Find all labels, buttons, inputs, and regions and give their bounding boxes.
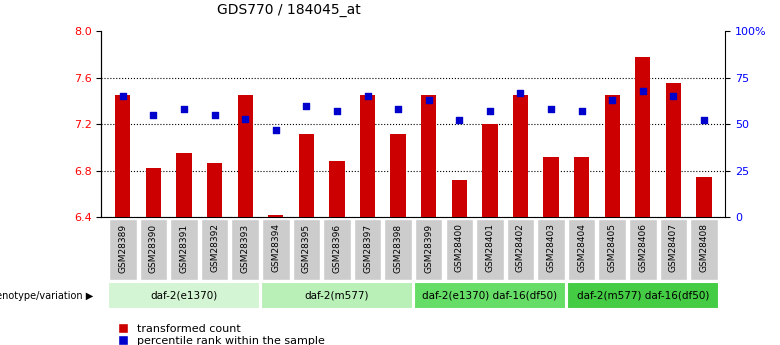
FancyBboxPatch shape — [109, 219, 136, 280]
FancyBboxPatch shape — [476, 219, 504, 280]
Point — [300, 103, 313, 108]
Text: GSM28401: GSM28401 — [485, 224, 495, 273]
FancyBboxPatch shape — [385, 219, 412, 280]
Bar — [421, 95, 436, 217]
FancyBboxPatch shape — [414, 282, 566, 309]
Text: GSM28391: GSM28391 — [179, 224, 189, 273]
Text: GSM28393: GSM28393 — [241, 224, 250, 273]
Point — [636, 88, 649, 93]
Bar — [115, 95, 130, 217]
Point — [484, 108, 496, 114]
FancyBboxPatch shape — [660, 219, 687, 280]
Bar — [574, 157, 589, 217]
Text: GSM28407: GSM28407 — [669, 224, 678, 273]
Bar — [146, 168, 161, 217]
Bar — [268, 215, 283, 217]
Point — [392, 107, 404, 112]
FancyBboxPatch shape — [537, 219, 565, 280]
Point — [514, 90, 526, 95]
FancyBboxPatch shape — [598, 219, 626, 280]
Point — [147, 112, 160, 118]
Point — [606, 97, 619, 103]
Point — [239, 116, 251, 121]
Bar — [635, 57, 651, 217]
Bar — [207, 162, 222, 217]
Text: GSM28390: GSM28390 — [149, 224, 158, 273]
Text: GSM28396: GSM28396 — [332, 224, 342, 273]
Point — [178, 107, 190, 112]
Point — [270, 127, 282, 132]
Text: daf-2(e1370): daf-2(e1370) — [151, 291, 218, 301]
Point — [667, 93, 679, 99]
Bar — [697, 177, 711, 217]
Text: GSM28405: GSM28405 — [608, 224, 617, 273]
Text: GSM28402: GSM28402 — [516, 224, 525, 273]
Text: GSM28406: GSM28406 — [638, 224, 647, 273]
Point — [361, 93, 374, 99]
Point — [116, 93, 129, 99]
FancyBboxPatch shape — [140, 219, 167, 280]
Bar — [329, 161, 345, 217]
FancyBboxPatch shape — [232, 219, 259, 280]
Text: GSM28397: GSM28397 — [363, 224, 372, 273]
FancyBboxPatch shape — [108, 282, 260, 309]
Text: daf-2(m577): daf-2(m577) — [305, 291, 369, 301]
FancyBboxPatch shape — [200, 219, 229, 280]
Point — [423, 97, 435, 103]
FancyBboxPatch shape — [629, 219, 657, 280]
Bar — [299, 134, 314, 217]
Point — [698, 118, 711, 123]
Point — [331, 108, 343, 114]
FancyBboxPatch shape — [567, 282, 718, 309]
Point — [544, 107, 557, 112]
Text: GSM28403: GSM28403 — [547, 224, 555, 273]
Text: genotype/variation ▶: genotype/variation ▶ — [0, 291, 94, 301]
Text: GDS770 / 184045_at: GDS770 / 184045_at — [217, 3, 360, 17]
FancyBboxPatch shape — [445, 219, 473, 280]
Text: GSM28392: GSM28392 — [210, 224, 219, 273]
Text: GSM28389: GSM28389 — [119, 224, 127, 273]
Text: daf-2(m577) daf-16(df50): daf-2(m577) daf-16(df50) — [576, 291, 709, 301]
Text: GSM28394: GSM28394 — [271, 224, 280, 273]
Text: GSM28408: GSM28408 — [700, 224, 708, 273]
Text: daf-2(e1370) daf-16(df50): daf-2(e1370) daf-16(df50) — [422, 291, 558, 301]
Bar — [666, 83, 681, 217]
FancyBboxPatch shape — [415, 219, 442, 280]
FancyBboxPatch shape — [292, 219, 320, 280]
FancyBboxPatch shape — [507, 219, 534, 280]
Point — [208, 112, 221, 118]
Point — [453, 118, 466, 123]
Text: GSM28395: GSM28395 — [302, 224, 311, 273]
Bar — [512, 95, 528, 217]
Bar — [604, 95, 620, 217]
Bar — [360, 95, 375, 217]
Legend: transformed count, percentile rank within the sample: transformed count, percentile rank withi… — [107, 319, 329, 345]
Text: GSM28399: GSM28399 — [424, 224, 433, 273]
Bar — [238, 95, 253, 217]
Text: GSM28398: GSM28398 — [394, 224, 402, 273]
FancyBboxPatch shape — [262, 219, 289, 280]
Bar — [482, 124, 498, 217]
FancyBboxPatch shape — [568, 219, 595, 280]
Bar — [391, 134, 406, 217]
Bar — [452, 180, 467, 217]
Text: GSM28400: GSM28400 — [455, 224, 464, 273]
FancyBboxPatch shape — [170, 219, 198, 280]
Bar — [176, 153, 192, 217]
Point — [576, 108, 588, 114]
FancyBboxPatch shape — [354, 219, 381, 280]
Text: GSM28404: GSM28404 — [577, 224, 586, 273]
FancyBboxPatch shape — [261, 282, 413, 309]
FancyBboxPatch shape — [690, 219, 718, 280]
FancyBboxPatch shape — [323, 219, 351, 280]
Bar — [544, 157, 558, 217]
